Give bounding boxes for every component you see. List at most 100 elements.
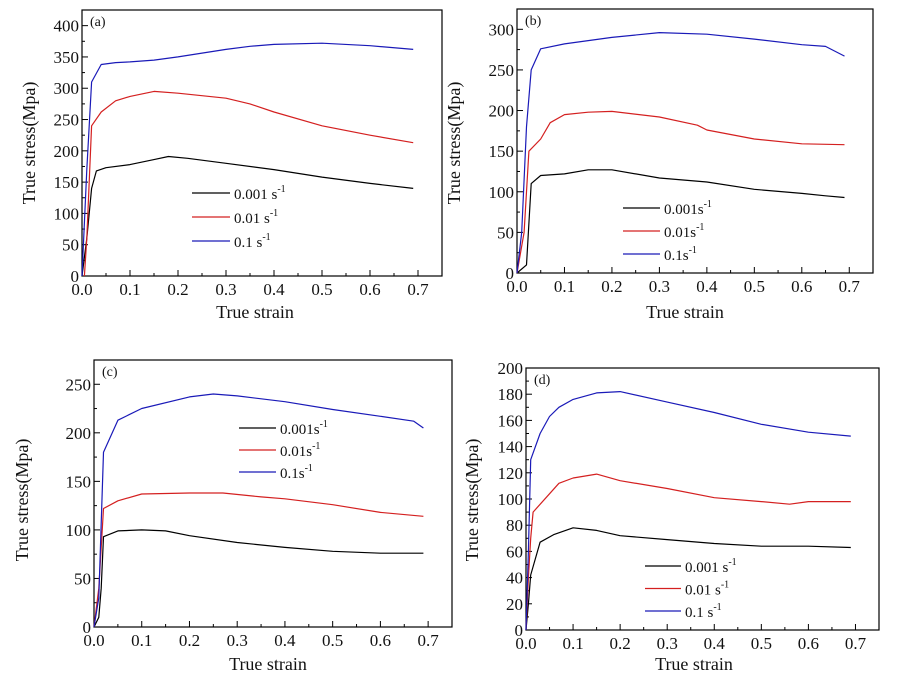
legend-label: 0.1s-1: [280, 463, 313, 482]
y-tick-label: 20: [506, 595, 523, 614]
series-line-2: [516, 32, 845, 274]
x-axis-title: True strain: [229, 654, 307, 674]
legend-label: 0.1 s-1: [685, 602, 722, 621]
x-tick-label: 0.5: [751, 634, 772, 653]
plot-frame: [93, 359, 453, 628]
y-tick-label: 300: [489, 20, 515, 39]
x-tick-label: 0.0: [71, 280, 92, 299]
y-tick-label: 50: [497, 223, 514, 242]
plot-frame: [81, 9, 443, 277]
y-axis-title: True stress(Mpa): [12, 439, 33, 562]
series-line-0: [516, 169, 845, 274]
y-tick-label: 100: [54, 204, 80, 223]
x-tick-label: 0.1: [554, 277, 575, 296]
series-line-1: [93, 492, 424, 628]
legend-label: 0.1s-1: [664, 245, 697, 264]
legend-superscript: -1: [696, 222, 704, 233]
x-tick-label: 0.5: [311, 280, 332, 299]
legend-superscript: -1: [270, 208, 278, 219]
y-tick-label: 400: [54, 17, 80, 36]
x-tick-label: 0.7: [839, 277, 861, 296]
y-tick-label: 0: [515, 621, 524, 640]
series-line-2: [525, 391, 851, 631]
x-tick-label: 0.6: [798, 634, 819, 653]
legend-superscript: -1: [689, 245, 697, 256]
x-tick-label: 0.3: [657, 634, 678, 653]
x-tick-label: 0.3: [215, 280, 236, 299]
series-line-0: [81, 155, 414, 277]
plot-frame: [516, 8, 874, 274]
y-tick-label: 200: [489, 102, 515, 121]
x-tick-label: 0.1: [131, 631, 152, 650]
x-tick-label: 0.5: [322, 631, 343, 650]
y-tick-label: 250: [66, 375, 92, 394]
x-tick-label: 0.1: [119, 280, 140, 299]
y-tick-label: 160: [498, 411, 524, 430]
panel-b: 0.0 0.1 0.2 0.3 0.4 0.5 0.6 0.7 0 50 100 150 200 250 3…: [444, 8, 874, 322]
y-tick-label: 180: [498, 385, 524, 404]
y-tick-label: 200: [66, 424, 92, 443]
x-tick-label: 0.0: [515, 634, 536, 653]
series-line-0: [525, 527, 851, 631]
x-axis-title: True strain: [646, 302, 724, 322]
x-tick-label: 0.4: [263, 280, 285, 299]
panel-label: (a): [90, 15, 106, 30]
x-tick-label: 0.2: [601, 277, 622, 296]
y-tick-label: 140: [498, 438, 524, 457]
x-tick-label: 0.4: [696, 277, 718, 296]
y-tick-label: 0: [71, 267, 80, 286]
y-tick-label: 250: [489, 61, 515, 80]
series-line-0: [93, 529, 424, 628]
y-tick-label: 250: [54, 111, 80, 130]
legend-superscript: -1: [704, 199, 712, 210]
x-tick-label: 0.7: [407, 280, 429, 299]
legend-superscript: -1: [305, 463, 313, 474]
y-tick-label: 100: [498, 490, 524, 509]
legend-label: 0.01s-1: [280, 441, 320, 460]
legend-label: 0.001 s-1: [234, 184, 286, 203]
y-tick-label: 350: [54, 48, 80, 67]
legend-superscript: -1: [713, 602, 721, 613]
legend-label: 0.01 s-1: [685, 580, 729, 599]
panel-label: (c): [102, 365, 118, 380]
y-tick-label: 150: [66, 472, 92, 491]
x-tick-label: 0.0: [506, 277, 527, 296]
series-line-1: [83, 90, 414, 277]
y-tick-label: 120: [498, 464, 524, 483]
legend-superscript: -1: [262, 232, 270, 243]
x-tick-label: 0.3: [227, 631, 248, 650]
series-line-2: [81, 42, 414, 277]
panel-label: (d): [534, 373, 551, 388]
x-tick-label: 0.4: [704, 634, 726, 653]
legend-label: 0.001s-1: [664, 199, 712, 218]
y-tick-label: 0: [506, 264, 515, 283]
y-tick-label: 40: [506, 569, 523, 588]
x-tick-label: 0.7: [845, 634, 867, 653]
x-tick-label: 0.6: [370, 631, 391, 650]
legend-superscript: -1: [728, 557, 736, 568]
y-tick-label: 200: [498, 359, 524, 378]
x-tick-label: 0.5: [744, 277, 765, 296]
legend-label: 0.001s-1: [280, 419, 328, 438]
legend-superscript: -1: [312, 441, 320, 452]
x-tick-label: 0.6: [791, 277, 812, 296]
series-line-1: [525, 473, 851, 631]
y-tick-label: 80: [506, 516, 523, 535]
series-line-1: [516, 110, 845, 274]
y-tick-label: 150: [54, 173, 80, 192]
legend-label: 0.1 s-1: [234, 232, 271, 251]
y-tick-label: 60: [506, 542, 523, 561]
y-tick-label: 50: [74, 569, 91, 588]
x-axis-title: True strain: [655, 654, 733, 674]
y-tick-label: 50: [62, 236, 79, 255]
y-tick-label: 300: [54, 79, 80, 98]
y-axis-title: True stress(Mpa): [19, 82, 40, 205]
x-tick-label: 0.2: [610, 634, 631, 653]
y-tick-label: 100: [66, 521, 92, 540]
x-tick-label: 0.2: [179, 631, 200, 650]
legend-label: 0.001 s-1: [685, 557, 737, 576]
x-tick-label: 0.7: [418, 631, 440, 650]
legend-superscript: -1: [721, 580, 729, 591]
legend-label: 0.01 s-1: [234, 208, 278, 227]
legend-superscript: -1: [320, 419, 328, 430]
